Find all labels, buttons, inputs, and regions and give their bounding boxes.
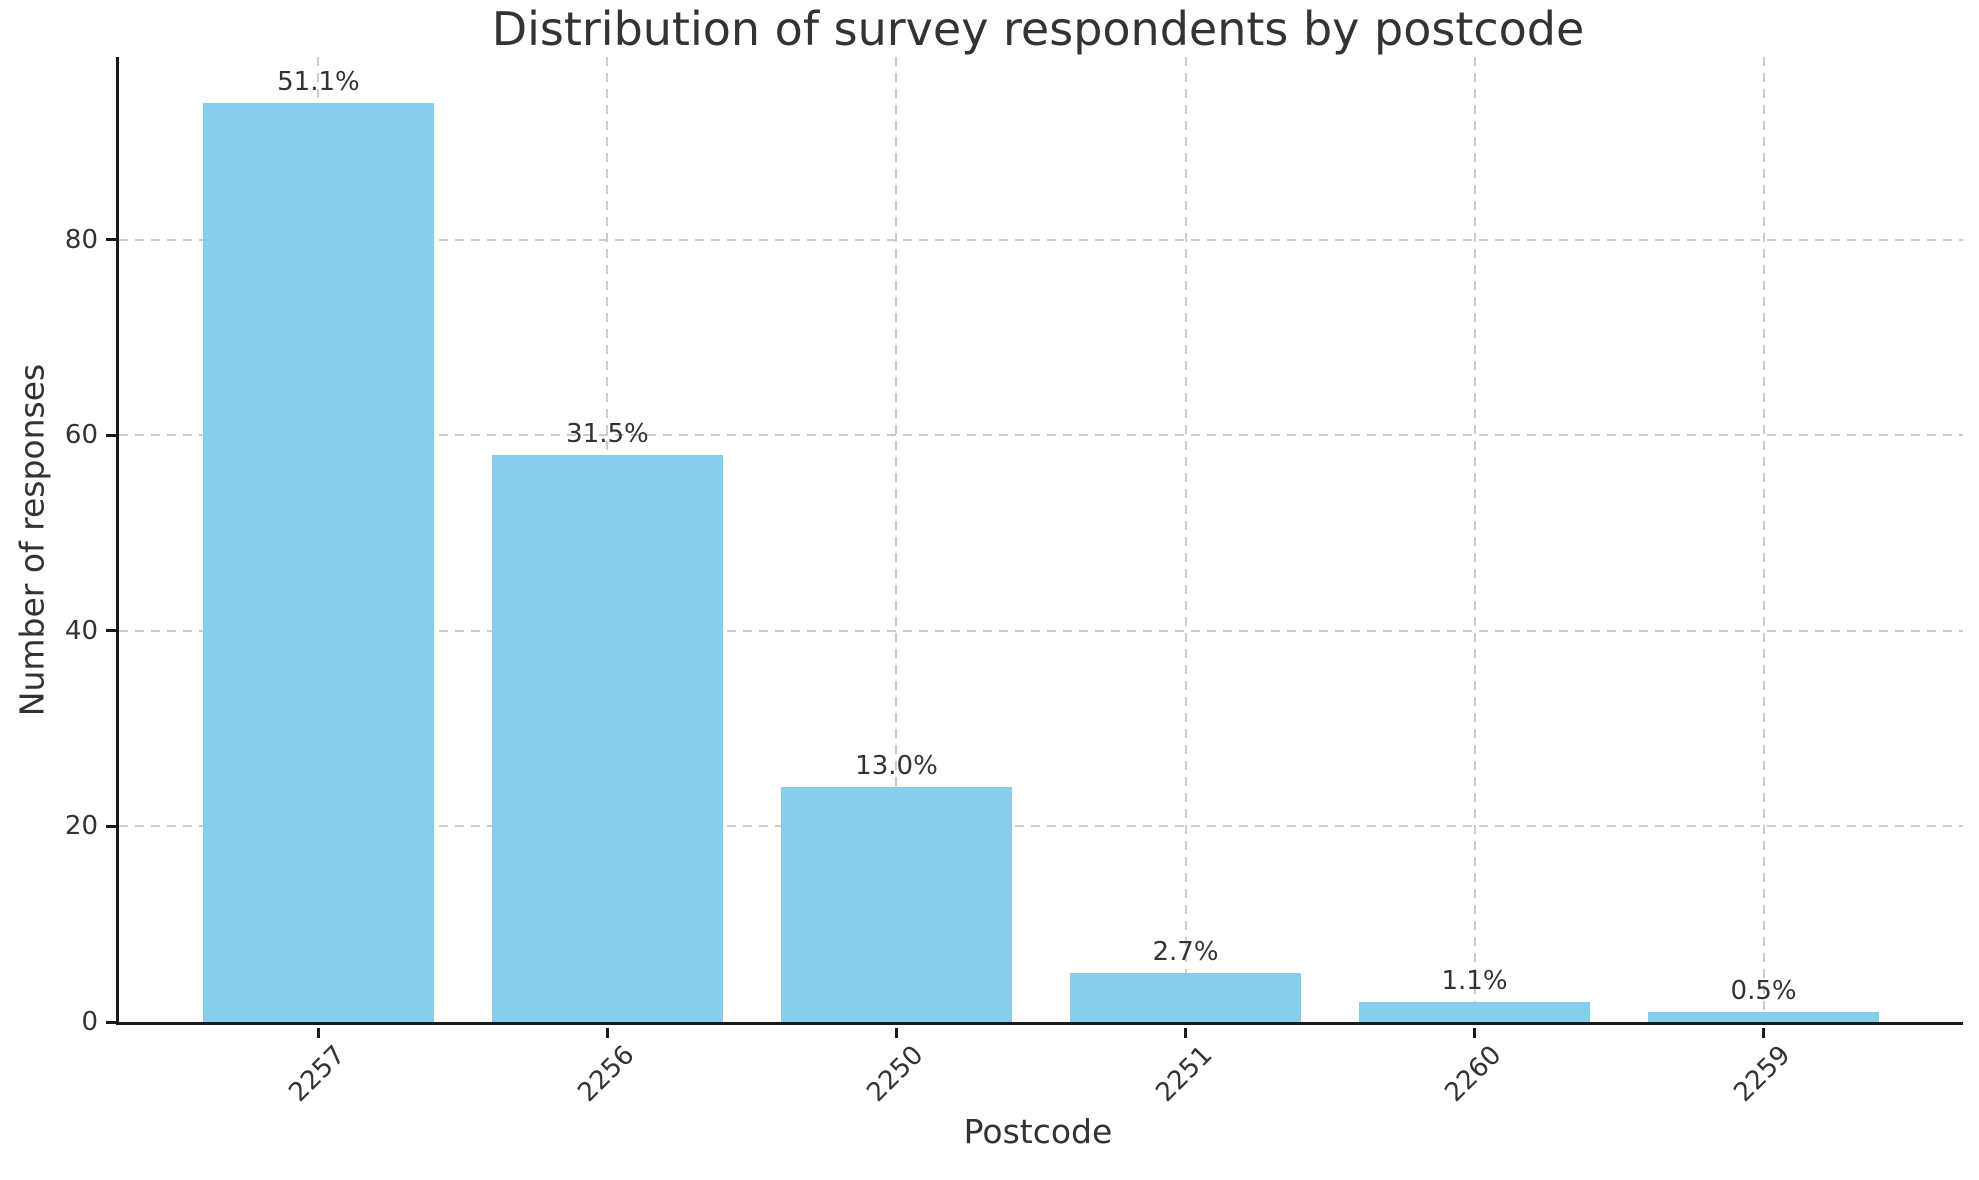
gridline-vertical — [1184, 57, 1187, 1022]
bar — [202, 102, 435, 1022]
gridline-horizontal — [119, 629, 1963, 632]
y-tick-label: 80 — [64, 224, 98, 255]
gridline-vertical — [1473, 57, 1476, 1022]
bar — [491, 454, 724, 1022]
y-tick-mark — [106, 1020, 116, 1024]
y-tick-mark — [106, 824, 116, 828]
plot-area: 0 20 40 60 80 51.1% 2257 31.5% 2256 13.0% 2250 2.7%… — [65, 57, 1963, 1108]
bar — [780, 787, 1013, 1022]
bar — [1647, 1012, 1880, 1022]
x-tick-mark — [1762, 1028, 1766, 1038]
x-tick-label: 2257 — [283, 1040, 352, 1109]
gridline-horizontal — [119, 238, 1963, 241]
x-tick-mark — [1184, 1028, 1187, 1038]
bar-value-label: 13.0% — [855, 751, 938, 782]
bar — [1069, 973, 1302, 1022]
bar-value-label: 1.1% — [1441, 966, 1508, 997]
x-tick-label: 2260 — [1439, 1040, 1508, 1109]
y-tick-mark — [106, 629, 116, 633]
y-tick-mark — [106, 238, 116, 242]
x-tick-label: 2251 — [1150, 1040, 1219, 1109]
bar-value-label: 31.5% — [566, 418, 649, 449]
x-tick-mark — [1473, 1028, 1477, 1038]
x-tick-mark — [605, 1028, 609, 1038]
y-tick-mark — [106, 433, 116, 437]
gridline-horizontal — [119, 825, 1963, 828]
x-axis-label: Postcode — [963, 1112, 1113, 1151]
gridline-vertical — [1762, 57, 1765, 1022]
x-tick-label: 2250 — [861, 1040, 930, 1109]
bar — [1358, 1002, 1591, 1022]
y-axis-label: Number of responses — [12, 363, 52, 717]
gridline-vertical — [895, 57, 898, 1022]
y-tick-label: 0 — [81, 1007, 98, 1037]
bar-value-label: 2.7% — [1152, 937, 1219, 968]
x-tick-mark — [316, 1028, 320, 1038]
bar-value-label: 0.5% — [1730, 976, 1797, 1007]
x-tick-label: 2256 — [572, 1040, 641, 1109]
x-tick-mark — [894, 1028, 898, 1038]
gridline-horizontal — [119, 434, 1963, 437]
y-tick-label: 60 — [64, 420, 98, 451]
y-tick-label: 20 — [64, 811, 98, 842]
y-tick-label: 40 — [64, 615, 98, 646]
bar-value-label: 51.1% — [277, 66, 360, 97]
x-tick-label: 2259 — [1728, 1040, 1797, 1109]
chart-title: Distribution of survey respondents by po… — [491, 2, 1585, 56]
